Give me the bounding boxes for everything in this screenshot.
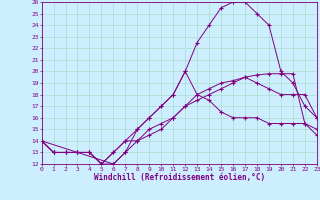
X-axis label: Windchill (Refroidissement éolien,°C): Windchill (Refroidissement éolien,°C) bbox=[94, 173, 265, 182]
